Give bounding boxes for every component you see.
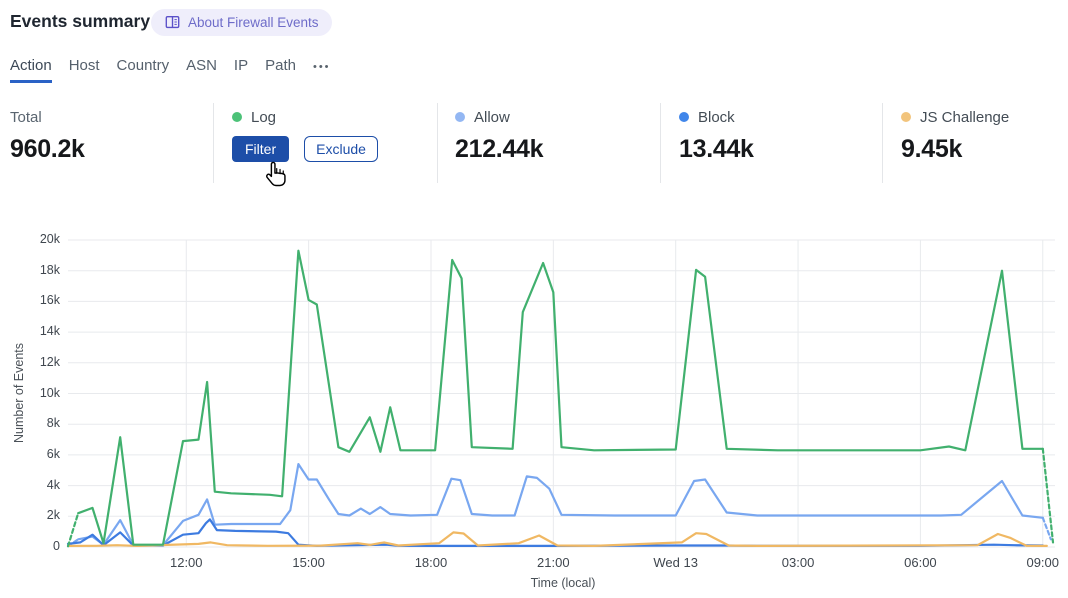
stat-log: Log Filter Exclude (232, 107, 378, 162)
book-icon (165, 16, 180, 29)
tab-host[interactable]: Host (68, 57, 100, 74)
series-log-dashed-head (66, 512, 80, 548)
stats-divider (660, 103, 661, 183)
y-tick-label: 16k (39, 293, 60, 308)
stats-divider (437, 103, 438, 183)
stat-block: Block 13.44k (679, 107, 754, 164)
js-challenge-label: JS Challenge (920, 108, 1010, 126)
x-tick-label: 09:00 (1026, 555, 1060, 570)
series-js-challenge-line (66, 531, 1048, 548)
block-legend-dot (679, 112, 689, 122)
total-value: 960.2k (10, 135, 85, 163)
x-tick-label: 18:00 (414, 555, 448, 570)
series-log-line (77, 249, 1044, 546)
series-log-dashed-tail (1041, 447, 1055, 544)
stats-divider (213, 103, 214, 183)
log-label: Log (251, 108, 277, 126)
x-tick-label: 03:00 (781, 555, 815, 570)
tab-asn[interactable]: ASN (186, 57, 217, 74)
y-tick-label: 10k (39, 385, 60, 400)
allow-value: 212.44k (455, 135, 544, 163)
y-tick-label: 12k (39, 354, 60, 369)
series-allow-dashed-tail (1041, 516, 1053, 541)
stats-divider (882, 103, 883, 183)
page-title: Events summary (10, 11, 151, 31)
tabs-more-button[interactable]: ••• (312, 61, 331, 73)
tab-action[interactable]: Action (10, 57, 52, 83)
exclude-button[interactable]: Exclude (304, 136, 378, 162)
x-tick-label: 15:00 (292, 555, 325, 570)
x-tick-label: 06:00 (904, 555, 937, 570)
x-tick-label: Wed 13 (653, 555, 698, 570)
y-tick-label: 4k (46, 477, 60, 492)
total-label: Total (10, 108, 42, 126)
tab-country[interactable]: Country (116, 57, 170, 74)
log-legend-dot (232, 112, 242, 122)
block-label: Block (698, 108, 735, 126)
filter-button[interactable]: Filter (232, 136, 290, 162)
stat-total: Total 960.2k (10, 107, 85, 164)
about-firewall-events-badge[interactable]: About Firewall Events (151, 9, 332, 36)
stat-allow: Allow 212.44k (455, 107, 544, 164)
series-allow-line (77, 463, 1044, 547)
y-tick-label: 2k (46, 508, 60, 523)
y-tick-label: 20k (39, 232, 60, 246)
y-tick-label: 8k (46, 416, 60, 431)
block-value: 13.44k (679, 135, 754, 163)
y-tick-label: 18k (39, 262, 60, 277)
y-axis-title: Number of Events (12, 342, 26, 444)
summary-tabs: Action Host Country ASN IP Path ••• (10, 57, 331, 83)
y-tick-label: 14k (39, 324, 60, 339)
js-challenge-value: 9.45k (901, 135, 963, 163)
y-tick-label: 6k (46, 446, 60, 461)
js-challenge-legend-dot (901, 112, 911, 122)
tab-path[interactable]: Path (265, 57, 296, 74)
stat-js-challenge: JS Challenge 9.45k (901, 107, 1009, 164)
y-tick-label: 0 (53, 539, 60, 553)
badge-label: About Firewall Events (188, 15, 319, 30)
allow-legend-dot (455, 112, 465, 122)
x-tick-label: 21:00 (537, 555, 570, 570)
tab-ip[interactable]: IP (233, 57, 249, 74)
x-tick-label: 12:00 (169, 555, 203, 570)
allow-label: Allow (474, 108, 510, 126)
x-axis-title: Time (local) (530, 576, 596, 590)
